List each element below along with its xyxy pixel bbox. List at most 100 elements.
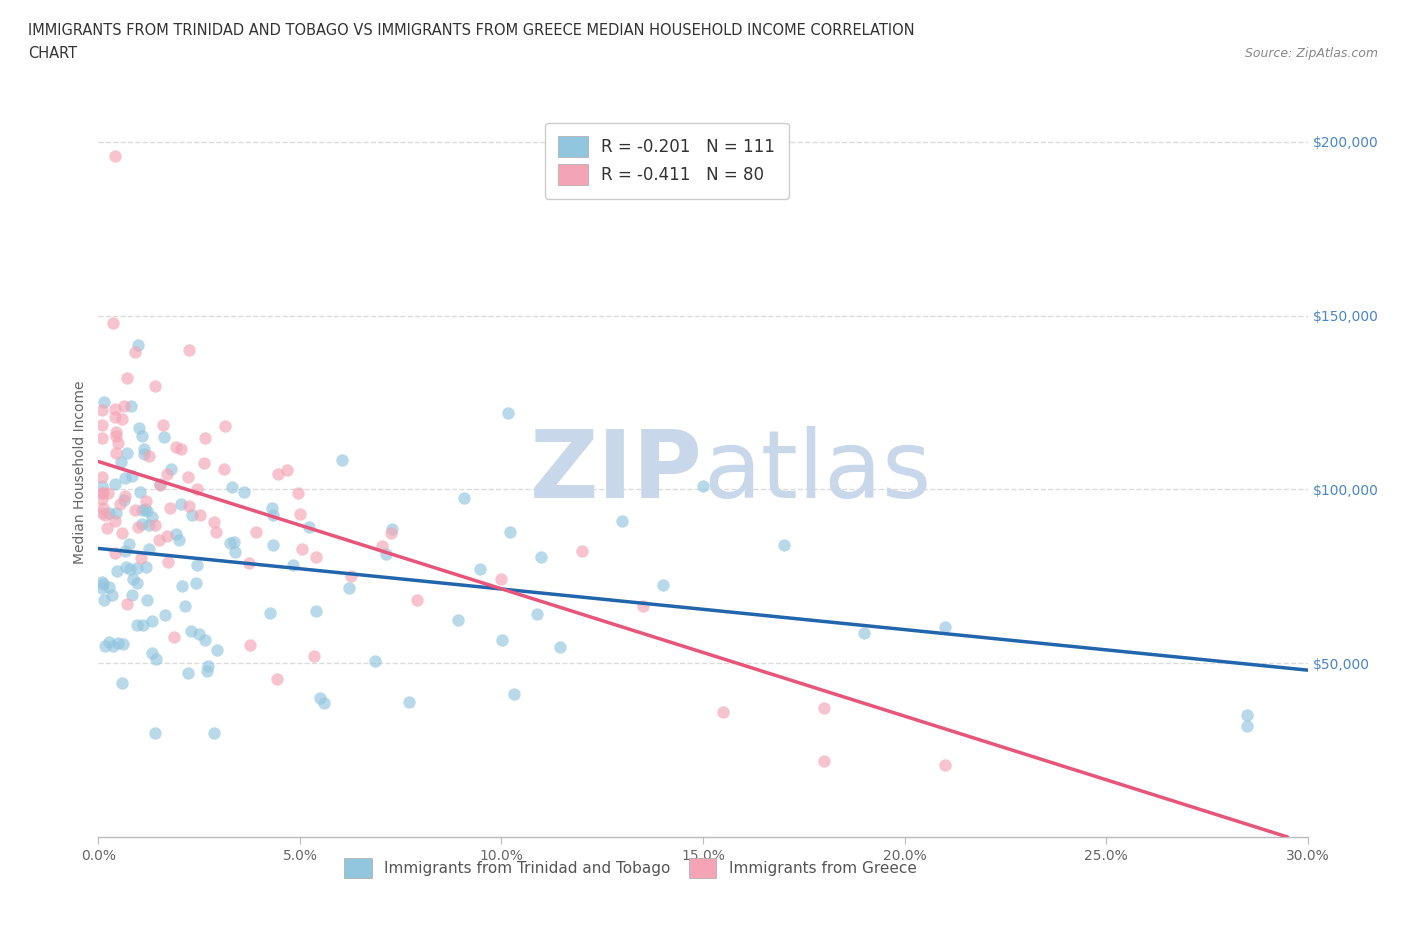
Point bbox=[118, 562, 141, 577]
Point bbox=[103, 148, 125, 163]
Point bbox=[110, 455, 132, 470]
Point bbox=[100, 587, 122, 602]
Point bbox=[91, 575, 114, 590]
Text: IMMIGRANTS FROM TRINIDAD AND TOBAGO VS IMMIGRANTS FROM GREECE MEDIAN HOUSEHOLD I: IMMIGRANTS FROM TRINIDAD AND TOBAGO VS I… bbox=[28, 23, 915, 38]
Point bbox=[498, 405, 520, 420]
Point bbox=[97, 486, 120, 501]
Point bbox=[853, 626, 876, 641]
Point bbox=[143, 517, 166, 532]
Point bbox=[371, 538, 394, 553]
Point bbox=[692, 479, 714, 494]
Point bbox=[177, 666, 200, 681]
Point bbox=[112, 492, 135, 507]
Point bbox=[145, 651, 167, 666]
Point bbox=[107, 564, 129, 578]
Point bbox=[148, 533, 170, 548]
Point bbox=[108, 497, 131, 512]
Point bbox=[111, 675, 134, 690]
Point bbox=[114, 560, 136, 575]
Point bbox=[149, 476, 172, 491]
Point bbox=[138, 541, 160, 556]
Point bbox=[813, 754, 835, 769]
Point bbox=[131, 429, 153, 444]
Point bbox=[491, 632, 513, 647]
Point bbox=[219, 536, 242, 551]
Point bbox=[98, 579, 121, 594]
Point bbox=[134, 501, 156, 516]
Point bbox=[406, 592, 429, 607]
Point bbox=[131, 551, 153, 565]
Point bbox=[117, 371, 139, 386]
Point bbox=[631, 598, 654, 613]
Point bbox=[453, 491, 475, 506]
Point bbox=[134, 560, 156, 575]
Point bbox=[205, 525, 228, 539]
Point bbox=[239, 637, 262, 652]
Point bbox=[170, 441, 193, 456]
Point bbox=[114, 543, 136, 558]
Point bbox=[503, 686, 526, 701]
Point bbox=[104, 513, 127, 528]
Point bbox=[131, 516, 153, 531]
Point bbox=[91, 418, 114, 432]
Point bbox=[91, 479, 114, 494]
Point bbox=[115, 445, 138, 460]
Point bbox=[447, 613, 470, 628]
Point bbox=[262, 500, 284, 515]
Point bbox=[288, 507, 311, 522]
Point bbox=[129, 485, 152, 499]
Text: Source: ZipAtlas.com: Source: ZipAtlas.com bbox=[1244, 46, 1378, 60]
Point bbox=[195, 664, 218, 679]
Point bbox=[380, 526, 402, 541]
Point bbox=[127, 520, 149, 535]
Point bbox=[813, 701, 835, 716]
Point bbox=[281, 558, 304, 573]
Point bbox=[91, 402, 114, 417]
Point bbox=[772, 538, 794, 552]
Text: atlas: atlas bbox=[703, 426, 931, 518]
Point bbox=[143, 379, 166, 393]
Point bbox=[134, 442, 156, 457]
Point bbox=[287, 485, 309, 500]
Point bbox=[93, 592, 115, 607]
Point bbox=[238, 555, 260, 570]
Point bbox=[138, 517, 160, 532]
Point bbox=[298, 520, 321, 535]
Point bbox=[127, 338, 149, 352]
Point bbox=[107, 436, 129, 451]
Point bbox=[114, 488, 136, 503]
Point bbox=[381, 522, 404, 537]
Point bbox=[571, 544, 593, 559]
Point bbox=[91, 431, 114, 445]
Point bbox=[91, 485, 114, 500]
Point bbox=[138, 448, 160, 463]
Point bbox=[159, 500, 181, 515]
Point bbox=[115, 597, 138, 612]
Point bbox=[165, 526, 187, 541]
Point bbox=[91, 485, 114, 500]
Text: CHART: CHART bbox=[28, 46, 77, 61]
Point bbox=[103, 316, 125, 331]
Point bbox=[214, 418, 236, 433]
Point bbox=[934, 758, 956, 773]
Point bbox=[167, 532, 190, 547]
Point bbox=[121, 588, 143, 603]
Point bbox=[141, 509, 163, 524]
Point bbox=[188, 626, 211, 641]
Point bbox=[101, 638, 124, 653]
Point bbox=[934, 619, 956, 634]
Point bbox=[305, 550, 328, 565]
Point bbox=[127, 576, 149, 591]
Point bbox=[180, 624, 202, 639]
Point bbox=[105, 428, 128, 443]
Point bbox=[202, 514, 225, 529]
Point bbox=[94, 638, 117, 653]
Point bbox=[212, 461, 235, 476]
Point bbox=[491, 571, 513, 586]
Point bbox=[104, 476, 127, 491]
Point bbox=[1236, 718, 1258, 733]
Point bbox=[124, 344, 146, 359]
Point bbox=[97, 505, 120, 520]
Text: ZIP: ZIP bbox=[530, 426, 703, 518]
Point bbox=[222, 535, 245, 550]
